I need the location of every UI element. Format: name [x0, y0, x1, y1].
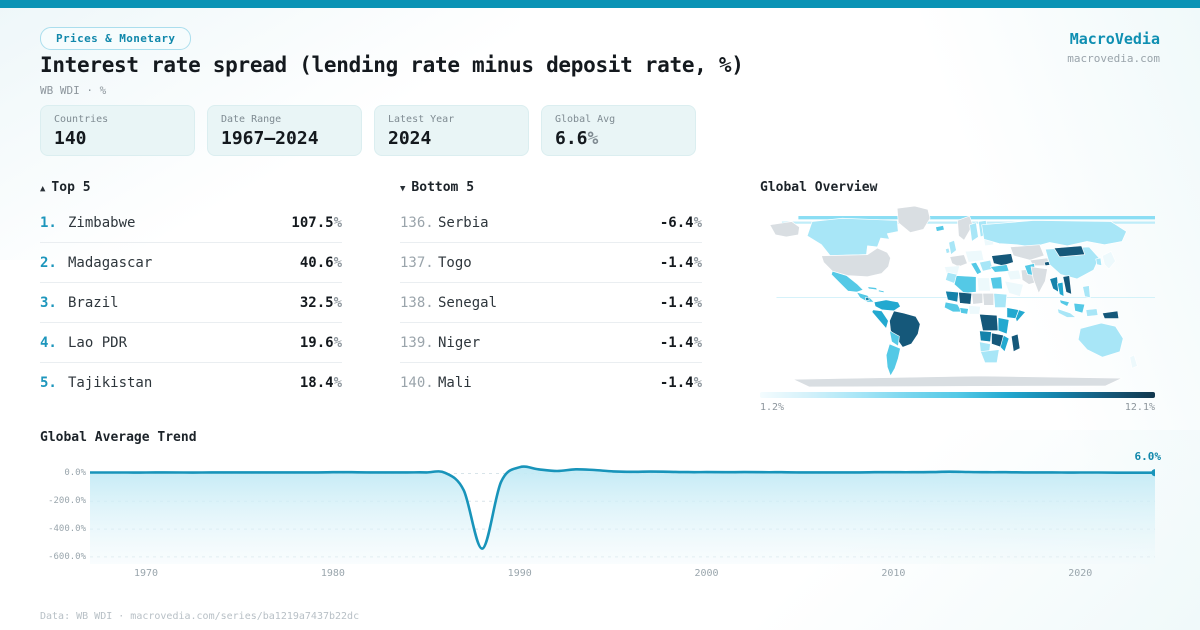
trend-area-fill [90, 466, 1155, 564]
scale-min-label: 1.2% [760, 402, 785, 413]
world-choropleth-map [769, 205, 1155, 387]
x-axis-tick: 1980 [320, 568, 345, 579]
country-name: Zimbabwe [68, 214, 136, 231]
table-row: 137. Togo -1.4% [400, 243, 702, 283]
trend-title: Global Average Trend [40, 430, 197, 445]
table-row: 4. Lao PDR 19.6% [40, 323, 342, 363]
bottom5-header: ▼ Bottom 5 [400, 180, 702, 195]
stats-row: Countries 140 Date Range 1967—2024 Lates… [40, 105, 696, 156]
brand-wordmark[interactable]: MacroVedia [1069, 30, 1160, 48]
trend-chart: 0.0% -200.0% -400.0% -600.0% 6.0% 1970 1… [40, 450, 1161, 610]
country-name: Lao PDR [68, 334, 128, 351]
rank-number: 138. [400, 294, 434, 311]
stat-card-date-range: Date Range 1967—2024 [207, 105, 362, 156]
trend-line [90, 465, 1155, 550]
stat-label: Global Avg [555, 114, 616, 125]
table-row: 138. Senegal -1.4% [400, 283, 702, 323]
y-axis-tick: -400.0% [48, 524, 86, 534]
country-value: 107.5% [291, 214, 342, 231]
accent-top-bar [0, 0, 1200, 8]
country-name: Serbia [438, 214, 489, 231]
x-axis: 1970 1980 1990 2000 2010 2020 [90, 568, 1155, 582]
country-name: Brazil [68, 294, 119, 311]
country-name: Tajikistan [68, 375, 153, 391]
page-subtitle: WB WDI · % [40, 84, 107, 97]
brand-domain: macrovedia.com [1067, 52, 1160, 65]
x-axis-tick: 2000 [694, 568, 719, 579]
rank-number: 1. [40, 214, 57, 231]
y-axis-tick: -200.0% [48, 496, 86, 506]
y-axis-tick: 0.0% [64, 468, 86, 478]
trend-line-plot [90, 465, 1155, 564]
stat-value: 6.6% [555, 128, 599, 149]
global-overview-panel: Global Overview [760, 180, 1155, 413]
country-name: Mali [438, 375, 472, 391]
country-value: 18.4% [299, 375, 342, 391]
rank-number: 4. [40, 334, 57, 351]
x-axis-tick: 1970 [133, 568, 159, 579]
table-row: 3. Brazil 32.5% [40, 283, 342, 323]
country-value: 32.5% [299, 294, 342, 311]
stat-value: 140 [54, 128, 87, 149]
stat-label: Countries [54, 114, 109, 125]
bottom5-title: Bottom 5 [411, 180, 475, 195]
rank-number: 136. [400, 214, 434, 231]
stat-label: Latest Year [388, 114, 455, 125]
table-row: 136. Serbia -6.4% [400, 203, 702, 243]
stat-card-countries: Countries 140 [40, 105, 195, 156]
table-row: 5. Tajikistan 18.4% [40, 363, 342, 403]
stat-value: 1967—2024 [221, 128, 319, 149]
color-scale-labels: 1.2% 12.1% [760, 402, 1155, 413]
y-axis-tick: -600.0% [48, 552, 86, 562]
rank-number: 139. [400, 334, 434, 351]
rank-number: 2. [40, 254, 57, 271]
bottom5-list: ▼ Bottom 5 136. Serbia -6.4% 137. Togo -1… [400, 180, 702, 403]
country-name: Madagascar [68, 254, 153, 271]
country-value: 19.6% [299, 334, 342, 351]
country-value: -1.4% [659, 294, 702, 311]
brand-block: MacroVedia macrovedia.com [1067, 30, 1160, 65]
rank-number: 3. [40, 294, 57, 311]
top5-list: ▲ Top 5 1. Zimbabwe 107.5% 2. Madagascar … [40, 180, 342, 403]
stat-value: 2024 [388, 128, 432, 149]
country-name: Senegal [438, 294, 498, 311]
choropleth-color-scale [760, 392, 1155, 398]
rank-number: 5. [40, 375, 57, 391]
arctic-stripe [798, 216, 1155, 220]
attribution-footer: Data: WB WDI · macrovedia.com/series/ba1… [40, 611, 360, 622]
top5-header: ▲ Top 5 [40, 180, 342, 195]
stat-card-latest-year: Latest Year 2024 [374, 105, 529, 156]
latest-value-label: 6.0% [1134, 450, 1162, 463]
category-badge[interactable]: Prices & Monetary [40, 27, 192, 50]
trend-end-dot [1151, 469, 1155, 477]
country-name: Togo [438, 254, 472, 271]
page-title: Interest rate spread (lending rate minus… [40, 53, 744, 77]
top5-title: Top 5 [51, 180, 91, 195]
country-value: -1.4% [659, 334, 702, 351]
country-name: Niger [438, 334, 481, 351]
country-value: 40.6% [299, 254, 342, 271]
stat-label: Date Range [221, 114, 282, 125]
x-axis-tick: 1990 [507, 568, 532, 579]
x-axis-tick: 2010 [881, 568, 906, 579]
trend-panel: Global Average Trend 0.0% -200.0% -400.0… [40, 430, 1161, 590]
country-value: -6.4% [659, 214, 702, 231]
x-axis-tick: 2020 [1068, 568, 1093, 579]
table-row: 1. Zimbabwe 107.5% [40, 203, 342, 243]
stat-card-global-avg: Global Avg 6.6% [541, 105, 696, 156]
country-value: -1.4% [659, 254, 702, 271]
down-arrow-icon: ▼ [400, 184, 406, 194]
up-arrow-icon: ▲ [40, 184, 46, 194]
map-title: Global Overview [760, 180, 878, 195]
rank-number: 137. [400, 254, 434, 271]
table-row: 139. Niger -1.4% [400, 323, 702, 363]
rank-number: 140. [400, 375, 434, 391]
scale-max-label: 12.1% [1124, 402, 1155, 413]
table-row: 140. Mali -1.4% [400, 363, 702, 403]
country-value: -1.4% [659, 375, 702, 391]
table-row: 2. Madagascar 40.6% [40, 243, 342, 283]
